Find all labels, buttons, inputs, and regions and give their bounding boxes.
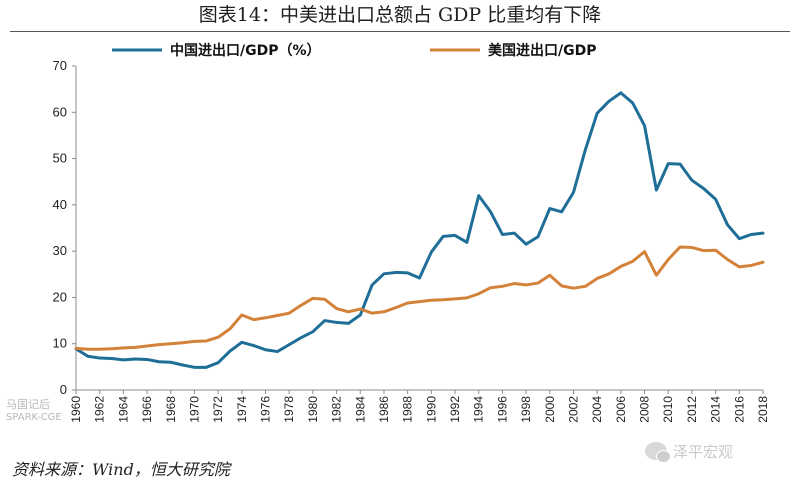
x-tick-label: 1964: [116, 396, 130, 423]
x-tick-label: 1970: [187, 396, 201, 423]
x-tick-label: 1980: [306, 396, 320, 423]
y-tick-label: 0: [60, 382, 67, 397]
x-tick-label: 1982: [330, 396, 344, 423]
watermark-brand: 泽平宏观: [645, 438, 733, 464]
source-note: 资料来源：Wind，恒大研究院: [12, 460, 230, 479]
y-tick-label: 40: [53, 197, 67, 212]
x-tick-label: 1990: [424, 396, 438, 423]
x-tick-label: 1992: [448, 396, 462, 423]
series-line-1: [74, 91, 765, 369]
x-tick-label: 1976: [259, 396, 273, 423]
legend-label-2: 美国进出口/GDP: [488, 42, 597, 59]
x-tick-label: 1978: [282, 396, 296, 423]
x-tick-label: 2000: [543, 396, 557, 423]
x-tick-label: 1960: [69, 396, 83, 423]
x-tick-label: 2010: [661, 396, 675, 423]
x-tick-label: 1988: [401, 396, 415, 423]
y-tick-label: 50: [53, 151, 67, 166]
x-tick-label: 2006: [614, 396, 628, 423]
chart-axes: 0 10 20 30 40 50 60 70 1960 1962 1964 1966 1968 1970 1…: [53, 58, 770, 423]
x-tick-label: 1966: [140, 396, 154, 423]
x-tick-label: 2012: [685, 396, 699, 423]
x-tick-label: 1962: [93, 396, 107, 423]
y-tick-label: 70: [53, 58, 67, 73]
x-tick-label: 2016: [732, 396, 746, 423]
chart-lines: [74, 91, 765, 369]
x-tick-label: 2008: [638, 396, 652, 423]
series-line-2: [74, 245, 765, 351]
watermark-brand-label: 泽平宏观: [673, 442, 734, 461]
x-tick-label: 2018: [756, 396, 770, 423]
x-tick-label: 1986: [377, 396, 391, 423]
chart-legend: 中国进出口/GDP（%） 美国进出口/GDP: [112, 42, 597, 59]
x-tick-label: 2002: [566, 396, 580, 423]
watermark-bottom: SPARK-CGE: [6, 412, 62, 423]
x-tick-label: 1996: [495, 396, 509, 423]
title-divider: [10, 31, 790, 32]
x-tick-label: 1974: [235, 396, 249, 423]
legend-label-1: 中国进出口/GDP（%）: [170, 42, 321, 59]
watermark-top: 马国记后: [6, 398, 50, 411]
x-tick-label: 1994: [472, 396, 486, 423]
x-tick-label: 2004: [590, 396, 604, 423]
wechat-icon: [645, 442, 671, 463]
x-tick-label: 1968: [164, 396, 178, 423]
y-tick-label: 30: [53, 243, 67, 258]
y-tick-label: 60: [53, 104, 67, 119]
x-tick-label: 1972: [211, 396, 225, 423]
y-tick-label: 10: [53, 336, 67, 351]
page-title: 图表14：中美进出口总额占 GDP 比重均有下降: [198, 4, 602, 26]
x-tick-label: 2014: [709, 396, 723, 423]
x-tick-label: 1984: [353, 396, 367, 423]
x-tick-label: 1998: [519, 396, 533, 423]
y-tick-label: 20: [53, 289, 67, 304]
